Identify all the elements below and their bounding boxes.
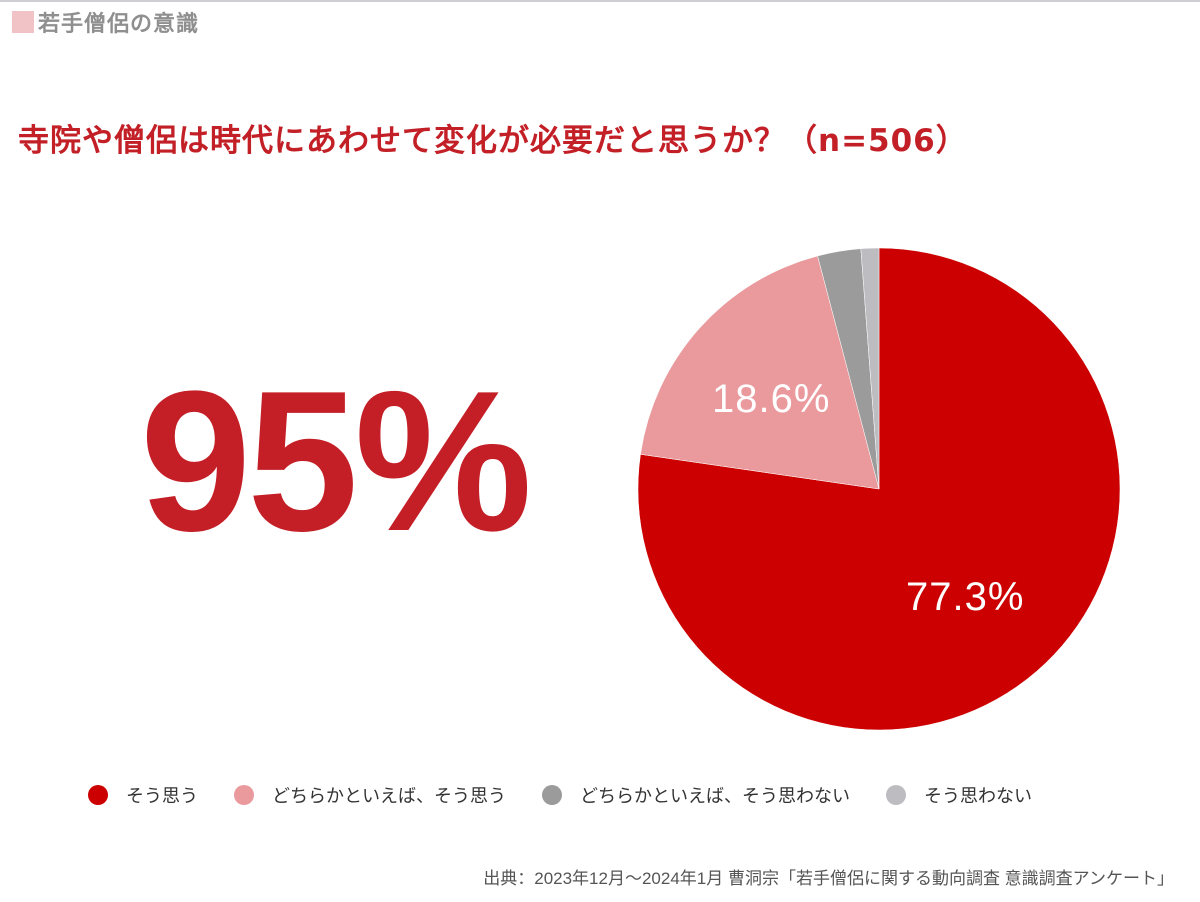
highlight-percentage: 95% — [140, 350, 532, 573]
slice-label-agree-somewhat: 18.6% — [712, 377, 831, 421]
legend-item-agree: そう思う — [88, 782, 198, 808]
legend-item-disagree: そう思わない — [886, 782, 1032, 808]
slice-label-agree: 77.3% — [906, 575, 1025, 619]
legend-dot-icon — [542, 785, 562, 805]
section-square-icon — [12, 11, 34, 33]
pie-chart: 18.6% 77.3% — [630, 240, 1130, 740]
pie-slice — [637, 247, 1121, 731]
legend: そう思う どちらかといえば、そう思う どちらかといえば、そう思わない そう思わな… — [88, 782, 1068, 808]
legend-dot-icon — [886, 785, 906, 805]
pie-slice — [860, 247, 880, 490]
chart-title: 寺院や僧侶は時代にあわせて変化が必要だと思うか？（n=506） — [18, 123, 968, 159]
legend-label: どちらかといえば、そう思う — [272, 786, 506, 807]
legend-item-disagree-somewhat: どちらかといえば、そう思わない — [542, 782, 850, 808]
legend-item-agree-somewhat: どちらかといえば、そう思う — [234, 782, 506, 808]
section-label-text: 若手僧侶の意識 — [38, 12, 200, 37]
legend-label: そう思う — [126, 786, 198, 807]
pie-svg — [637, 247, 1121, 731]
legend-label: そう思わない — [924, 786, 1032, 807]
legend-dot-icon — [234, 785, 254, 805]
legend-dot-icon — [88, 785, 108, 805]
section-label: 若手僧侶の意識 — [12, 6, 199, 38]
legend-label: どちらかといえば、そう思わない — [580, 786, 850, 807]
top-border — [0, 0, 1200, 2]
pie-slice — [640, 255, 880, 490]
source-citation: 出典：2023年12月～2024年1月 曹洞宗「若手僧侶に関する動向調査 意識調… — [483, 869, 1174, 888]
